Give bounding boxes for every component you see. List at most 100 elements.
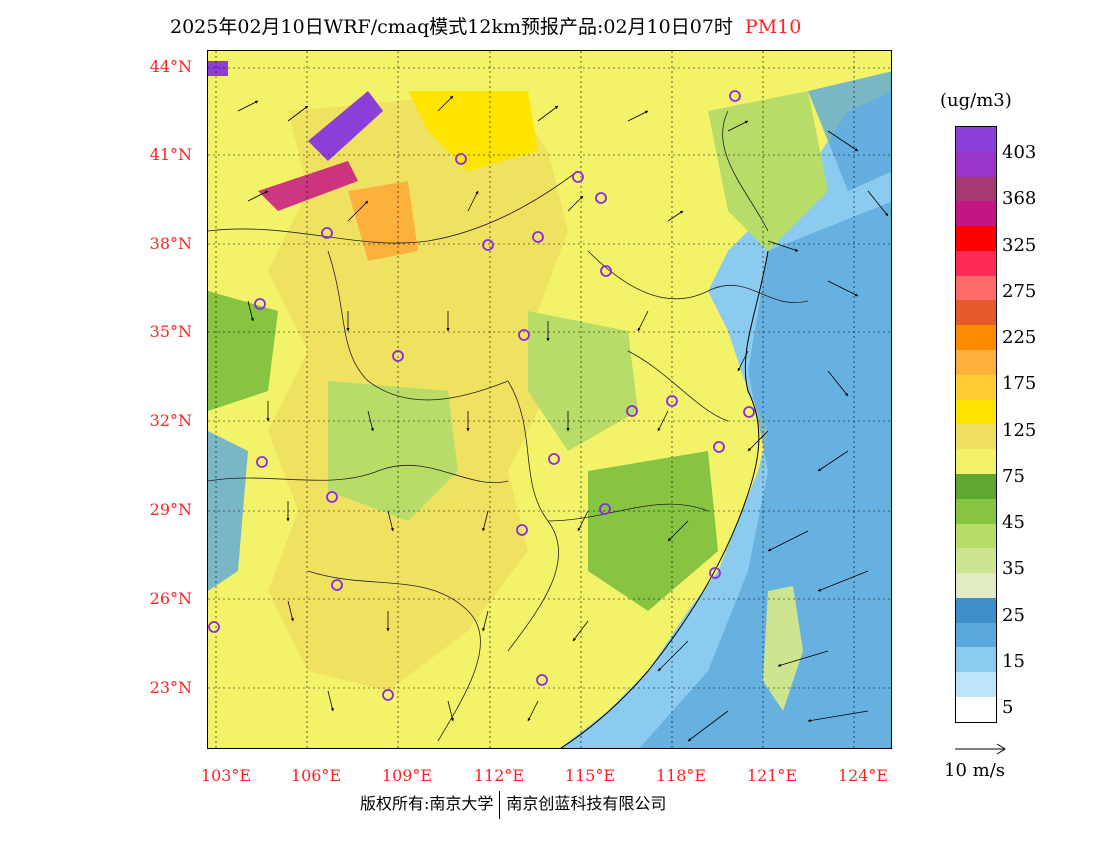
city-marker (516, 524, 528, 536)
green-west (208, 291, 278, 411)
city-marker (455, 153, 467, 165)
city-marker (713, 441, 725, 453)
city-marker (666, 395, 678, 407)
colorbar-unit: (ug/m3) (940, 90, 1012, 111)
lat-label: 35°N (149, 322, 192, 341)
lat-label: 29°N (149, 500, 192, 519)
lat-label: 32°N (149, 411, 192, 430)
lat-label: 38°N (149, 234, 192, 253)
colorbar-swatch (956, 672, 996, 697)
city-marker (729, 90, 741, 102)
colorbar-tick-label: 275 (1002, 280, 1037, 302)
city-marker (482, 239, 494, 251)
colorbar-swatch (956, 449, 996, 474)
colorbar-swatch (956, 151, 996, 177)
colorbar-tick-label: 368 (1002, 188, 1037, 210)
colorbar-swatch (956, 399, 996, 425)
colorbar-swatch (956, 548, 996, 574)
green-sichuan (328, 381, 458, 521)
wind-key-label: 10 m/s (944, 760, 1005, 781)
colorbar-swatch (956, 226, 996, 251)
colorbar-tick-label: 175 (1002, 373, 1037, 395)
city-marker (392, 350, 404, 362)
lon-label: 112°E (473, 766, 525, 785)
colorbar-swatch (956, 622, 996, 648)
colorbar-swatch (956, 250, 996, 276)
wind-key-arrow (955, 743, 1006, 755)
city-marker (256, 456, 268, 468)
footer-divider (499, 790, 501, 819)
lat-label: 23°N (149, 678, 192, 697)
map-title: 2025年02月10日WRF/cmaq模式12km预报产品:02月10日07时 P… (170, 12, 801, 39)
city-marker (595, 192, 607, 204)
lon-label: 118°E (655, 766, 707, 785)
lon-label: 106°E (290, 766, 342, 785)
pollutant-label: PM10 (744, 16, 802, 38)
northeast-blue (808, 71, 891, 191)
colorbar-swatch (956, 176, 996, 202)
city-marker (331, 579, 343, 591)
colorbar-swatch (956, 647, 996, 673)
colorbar-tick-label: 35 (1002, 558, 1025, 580)
colorbar-swatch (956, 275, 996, 301)
colorbar-tick-label: 325 (1002, 234, 1037, 256)
city-marker (548, 453, 560, 465)
forecast-map (207, 50, 892, 749)
hotspot-purple (308, 91, 383, 161)
city-marker (208, 621, 220, 633)
city-marker (326, 491, 338, 503)
footer-left: 版权所有:南京大学 (360, 794, 494, 813)
coastline (560, 250, 769, 748)
green-southeast (588, 451, 718, 611)
green-central (528, 311, 638, 451)
colorbar-tick-label: 15 (1002, 650, 1025, 672)
colorbar-tick-label: 403 (1002, 142, 1037, 163)
colorbar (955, 126, 997, 723)
city-marker (572, 171, 584, 183)
lon-label: 115°E (564, 766, 616, 785)
city-marker (743, 406, 755, 418)
colorbar-tick-label: 25 (1002, 604, 1025, 626)
lat-label: 44°N (149, 57, 192, 76)
high-region-north (408, 91, 538, 171)
colorbar-swatch (956, 201, 996, 227)
lon-label: 109°E (381, 766, 433, 785)
city-marker (382, 689, 394, 701)
city-marker (532, 231, 544, 243)
city-marker (600, 265, 612, 277)
city-marker (599, 503, 611, 515)
colorbar-tick-label: 45 (1002, 512, 1025, 533)
colorbar-swatch (956, 597, 996, 623)
colorbar-swatch (956, 473, 996, 499)
colorbar-tick-label: 125 (1002, 419, 1037, 441)
province-boundaries (208, 110, 809, 742)
colorbar-swatch (956, 424, 996, 450)
lon-label: 124°E (837, 766, 889, 785)
colorbar-swatch (956, 300, 996, 326)
coastal-sea (639, 201, 891, 748)
colorbar-tick-label: 5 (1002, 697, 1014, 718)
city-marker (321, 227, 333, 239)
colorbar-tick-label: 225 (1002, 327, 1037, 348)
hotspot-magenta (258, 161, 358, 211)
lon-label: 103°E (200, 766, 252, 785)
colorbar-swatch (956, 350, 996, 375)
colorbar-swatch (956, 523, 996, 549)
colorbar-swatch (956, 127, 996, 152)
lat-label: 26°N (149, 589, 192, 608)
colorbar-swatch (956, 573, 996, 598)
city-marker (536, 674, 548, 686)
title-text: 2025年02月10日WRF/cmaq模式12km预报产品:02月10日07时 (170, 16, 733, 38)
colorbar-swatch (956, 498, 996, 524)
taiwan-island (763, 586, 803, 711)
graticule (208, 51, 891, 748)
copyright-footer: 版权所有:南京大学 南京创蓝科技有限公司 (360, 790, 666, 819)
green-northeast (708, 91, 828, 251)
colorbar-swatch (956, 325, 996, 351)
colorbar-swatch (956, 374, 996, 400)
lon-label: 121°E (746, 766, 798, 785)
lat-label: 41°N (149, 145, 192, 164)
city-marker (626, 405, 638, 417)
colorbar-tick-label: 75 (1002, 465, 1025, 487)
colorbar-swatch (956, 696, 996, 722)
